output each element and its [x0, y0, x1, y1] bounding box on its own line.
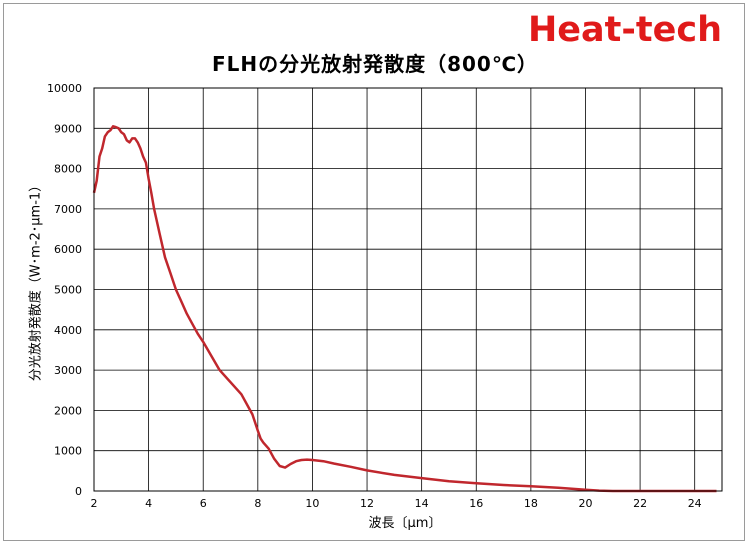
x-tick-label: 4	[145, 497, 152, 510]
y-tick-label: 0	[75, 485, 82, 498]
x-tick-label: 14	[415, 497, 429, 510]
y-tick-label: 6000	[54, 243, 82, 256]
x-tick-label: 2	[91, 497, 98, 510]
x-tick-label: 6	[200, 497, 207, 510]
y-tick-label: 1000	[54, 445, 82, 458]
brand-logo-text: Heat-tech	[527, 10, 722, 50]
x-axis-label: 波長〔μm〕	[368, 516, 442, 531]
chart-title: FLHの分光放射発散度（800℃）	[211, 52, 539, 76]
chart-frame	[3, 3, 745, 541]
y-tick-label: 7000	[54, 203, 82, 216]
x-tick-label: 20	[578, 497, 592, 510]
y-tick-label: 3000	[54, 364, 82, 377]
y-tick-label: 5000	[54, 284, 82, 297]
x-axis-ticks: 2 4 6 8 10 12 14 16 18 20 22 24	[91, 497, 702, 510]
y-tick-label: 4000	[54, 324, 82, 337]
x-tick-label: 8	[254, 497, 261, 510]
x-tick-label: 22	[633, 497, 647, 510]
y-axis-label: 分光放射発散度（W･m-2･μm-1）	[28, 178, 44, 382]
series-group	[92, 125, 717, 493]
y-tick-label: 10000	[47, 82, 82, 95]
grid-lines	[93, 87, 722, 492]
y-tick-label: 2000	[54, 404, 82, 417]
plot-border	[93, 87, 723, 492]
x-tick-label: 16	[469, 497, 483, 510]
y-tick-label: 8000	[54, 163, 82, 176]
x-tick-label: 10	[305, 497, 319, 510]
y-tick-label: 9000	[54, 122, 82, 135]
spectral-radiance-line	[92, 125, 717, 493]
x-tick-label: 18	[524, 497, 538, 510]
x-tick-label: 24	[688, 497, 702, 510]
x-tick-label: 12	[360, 497, 374, 510]
y-axis-ticks: 0 1000 2000 3000 4000 5000 6000 7000 8000 9000 100…	[47, 82, 82, 498]
